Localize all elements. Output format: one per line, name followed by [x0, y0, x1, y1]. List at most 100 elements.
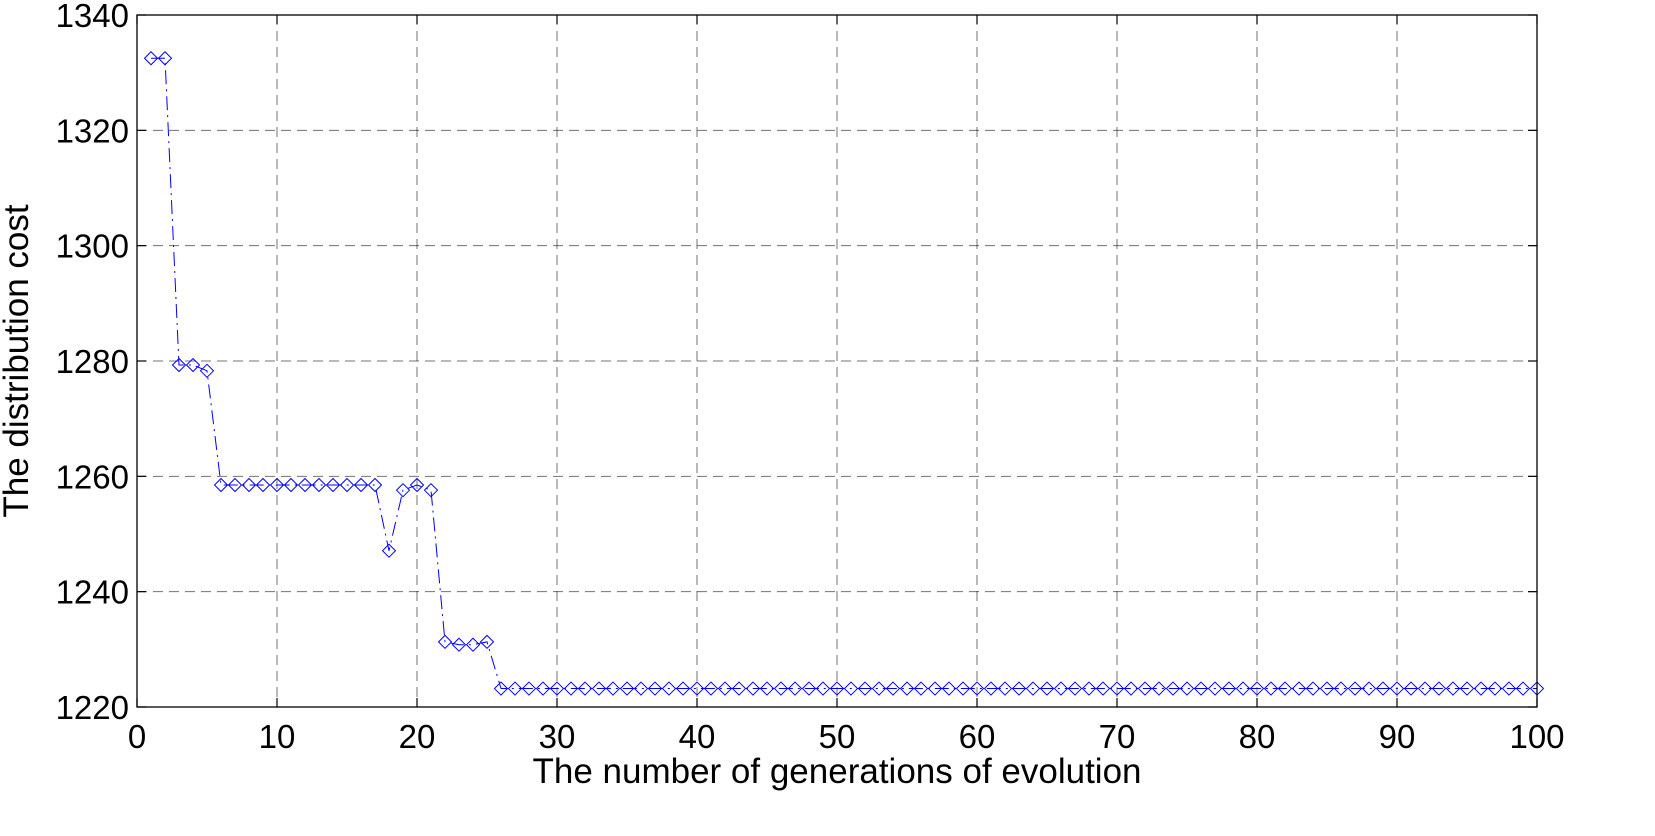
data-point-marker [605, 681, 621, 696]
data-point-marker [619, 681, 635, 696]
data-point-marker [661, 681, 677, 696]
data-point-marker [367, 477, 383, 493]
data-point-marker [1431, 681, 1447, 696]
data-point-marker [1403, 681, 1419, 696]
data-point-marker [801, 681, 817, 696]
data-point-marker [913, 681, 929, 696]
data-point-marker [227, 477, 243, 493]
data-point-marker [241, 477, 257, 493]
data-point-marker [1487, 681, 1503, 696]
data-point-marker [199, 363, 215, 379]
data-point-marker [1053, 681, 1069, 696]
data-point-marker [409, 477, 425, 493]
y-tick-label: 1340 [56, 0, 129, 34]
data-point-marker [815, 681, 831, 696]
data-point-marker [549, 681, 565, 696]
y-tick-label: 1240 [56, 574, 129, 611]
data-point-marker [521, 681, 537, 696]
data-point-marker [983, 681, 999, 696]
data-point-marker [423, 482, 439, 498]
data-point-marker [1319, 681, 1335, 696]
y-tick-label: 1220 [56, 689, 129, 726]
data-point-marker [1347, 681, 1363, 696]
data-point-marker [1123, 681, 1139, 696]
x-tick-label: 50 [819, 718, 856, 755]
x-tick-label: 40 [679, 718, 716, 755]
data-point-marker [997, 681, 1013, 696]
data-point-marker [955, 681, 971, 696]
x-axis-label: The number of generations of evolution [533, 752, 1142, 791]
data-point-marker [591, 681, 607, 696]
data-point-marker [479, 634, 495, 650]
y-axis-label: The distribution cost [0, 204, 36, 517]
data-point-marker [563, 681, 579, 696]
data-point-marker [717, 681, 733, 696]
x-tick-label: 80 [1239, 718, 1276, 755]
data-point-marker [1095, 681, 1111, 696]
data-point-marker [1389, 681, 1405, 696]
data-point-marker [1417, 681, 1433, 696]
data-point-marker [353, 477, 369, 493]
data-point-marker [829, 681, 845, 696]
data-point-marker [885, 681, 901, 696]
data-point-marker [675, 681, 691, 696]
data-point-marker [1137, 681, 1153, 696]
data-point-marker [171, 357, 187, 373]
data-point-marker [899, 681, 915, 696]
x-tick-label: 70 [1099, 718, 1136, 755]
data-point-marker [185, 357, 201, 373]
data-point-marker [689, 681, 705, 696]
data-point-marker [339, 477, 355, 493]
x-tick-label: 100 [1509, 718, 1564, 755]
data-point-marker [857, 681, 873, 696]
y-tick-label: 1320 [56, 112, 129, 149]
y-tick-label: 1280 [56, 343, 129, 380]
x-axis-ticks: 0 10 20 30 40 50 60 70 80 90 100 [128, 15, 1565, 755]
x-tick-label: 10 [259, 718, 296, 755]
data-point-marker [297, 477, 313, 493]
y-axis-ticks: 1220 1240 1260 1280 1300 1320 1340 [56, 0, 1537, 726]
data-point-marker [381, 543, 397, 558]
data-point-marker [283, 477, 299, 493]
data-point-marker [1109, 681, 1125, 696]
data-point-marker [1515, 681, 1531, 696]
data-point-marker [1151, 681, 1167, 696]
data-point-marker [731, 681, 747, 696]
grid-lines [137, 15, 1537, 707]
data-point-marker [745, 681, 761, 696]
data-point-marker [1179, 681, 1195, 696]
data-point-marker [535, 681, 551, 696]
data-point-marker [1039, 681, 1055, 696]
data-point-marker [941, 681, 957, 696]
data-point-marker [1333, 681, 1349, 696]
data-point-marker [1375, 681, 1391, 696]
data-point-marker [843, 681, 859, 696]
x-tick-label: 20 [399, 718, 436, 755]
data-point-marker [1263, 681, 1279, 696]
data-point-marker [1277, 681, 1293, 696]
data-point-marker [1207, 681, 1223, 696]
data-point-marker [1081, 681, 1097, 696]
data-point-marker [773, 681, 789, 696]
data-point-marker [1445, 681, 1461, 696]
data-point-marker [465, 637, 481, 652]
data-point-marker [787, 681, 803, 696]
data-point-marker [269, 477, 285, 493]
data-point-marker [157, 51, 173, 66]
data-point-marker [437, 634, 453, 650]
data-point-marker [1221, 681, 1237, 696]
series-markers [143, 51, 1545, 696]
data-point-marker [1193, 681, 1209, 696]
data-point-marker [1249, 681, 1265, 696]
data-point-marker [759, 681, 775, 696]
data-point-marker [493, 681, 509, 696]
data-point-marker [395, 482, 411, 498]
data-point-marker [1165, 681, 1181, 696]
data-point-marker [577, 681, 593, 696]
data-point-marker [703, 681, 719, 696]
data-point-marker [647, 681, 663, 696]
data-point-marker [325, 477, 341, 493]
data-point-marker [143, 51, 159, 66]
